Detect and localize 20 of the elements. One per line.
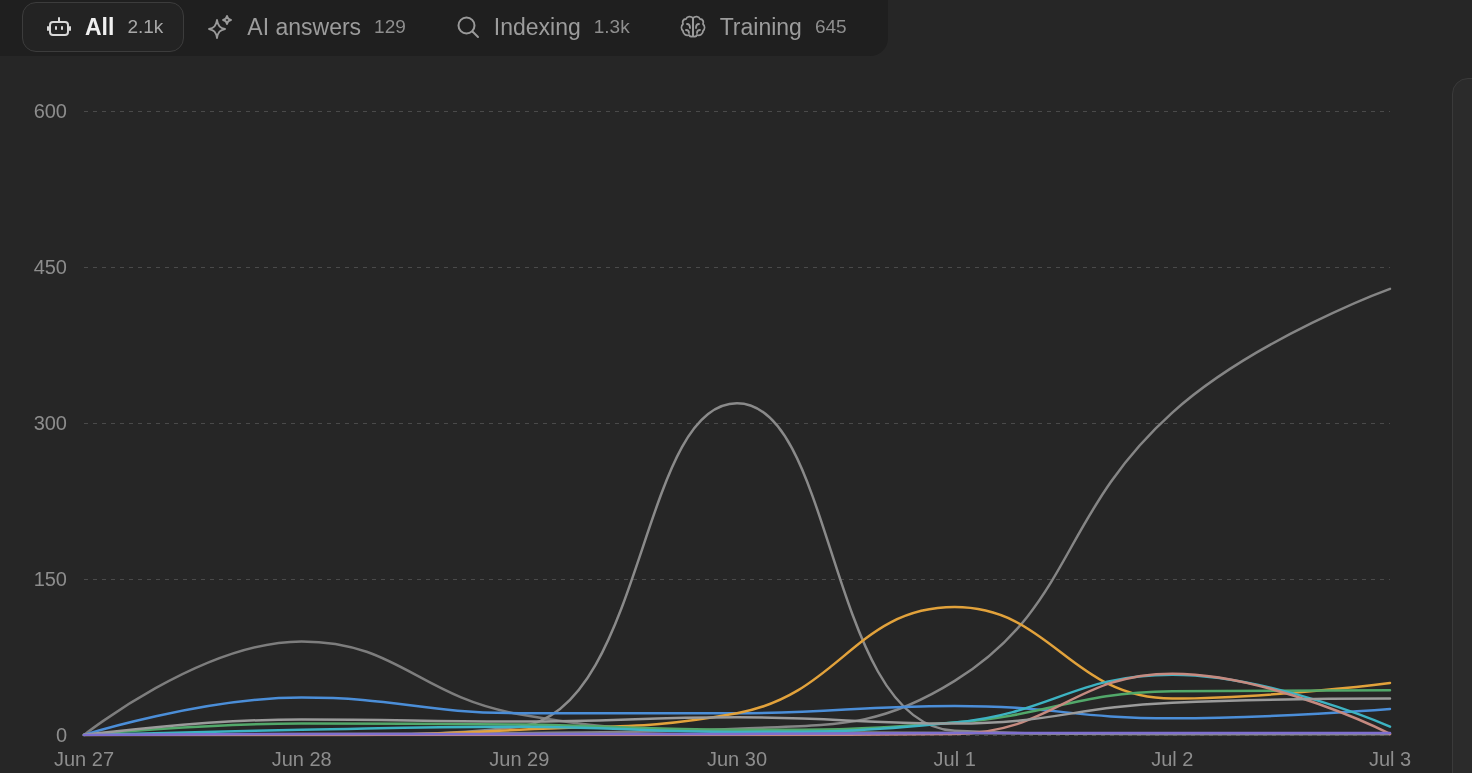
text: 2.1k [127,16,164,38]
y-tick-label: 300 [33,412,67,434]
text: 645 [814,16,847,38]
x-tick-label: Jun 29 [489,748,550,770]
x-tick-label: Jul 1 [933,748,976,770]
y-tick-label: 450 [33,256,67,278]
text: Indexing [493,13,581,41]
y-tick-label: 0 [55,724,67,746]
text: Training [719,13,802,41]
text: All [85,13,115,41]
x-tick-label: Jul 2 [1151,748,1194,770]
text: 1.3k [593,16,630,38]
x-tick-label: Jul 3 [1368,748,1412,770]
y-tick-label: 600 [33,100,67,122]
text: 129 [374,16,406,38]
x-tick-label: Jun 28 [271,748,332,770]
x-tick-label: Jun 30 [706,748,768,770]
text: AI answers [247,13,362,41]
y-tick-label: 150 [33,568,67,590]
x-tick-label: Jun 27 [53,748,115,770]
